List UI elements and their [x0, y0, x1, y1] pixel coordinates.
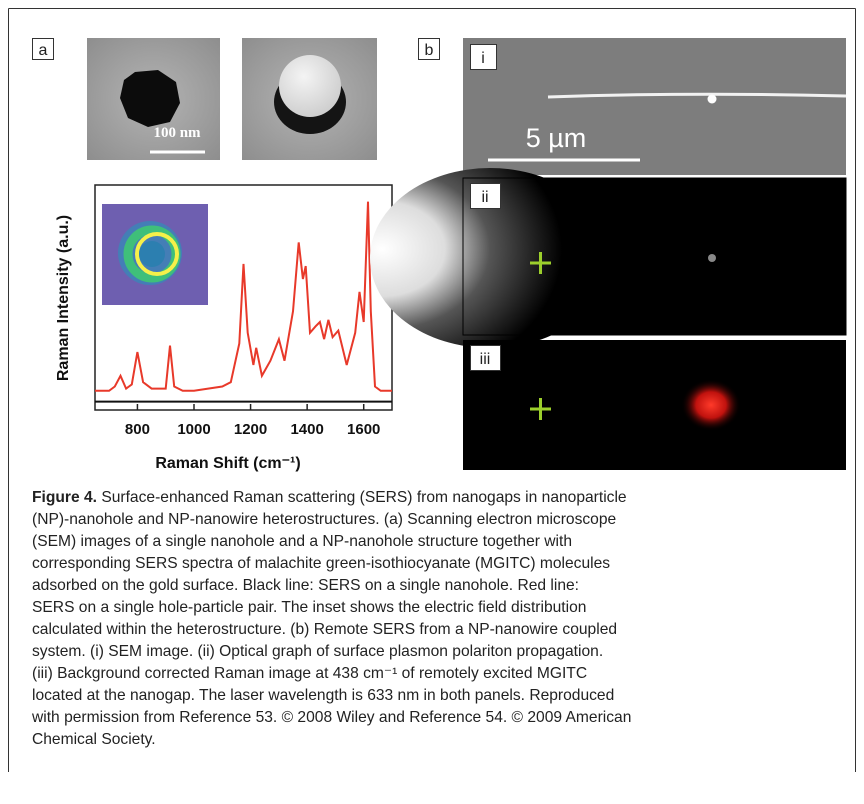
panel-label: a	[39, 42, 48, 59]
caption-text: system. (i) SEM image. (ii) Optical grap…	[32, 643, 603, 660]
x-tick-label: 800	[125, 421, 150, 438]
sub-panel-label: ii	[481, 189, 488, 206]
spectrum-line	[95, 201, 392, 392]
caption-line: (NP)-nanohole and NP-nanowire heterostru…	[32, 511, 616, 528]
raman-image: iii	[463, 340, 846, 470]
caption-line: with permission from Reference 53. © 200…	[31, 709, 631, 726]
caption-line: located at the nanogap. The laser wavele…	[32, 687, 614, 704]
sub-panel-label: i	[481, 50, 485, 67]
caption-line: Figure 4. Surface-enhanced Raman scatter…	[32, 489, 627, 506]
x-tick-label: 1400	[290, 421, 323, 438]
caption-line: adsorbed on the gold surface. Black line…	[32, 577, 579, 594]
caption: Figure 4. Surface-enhanced Raman scatter…	[31, 489, 631, 748]
caption-line: SERS on a single hole-particle pair. The…	[32, 599, 586, 616]
caption-text: corresponding SERS spectra of malachite …	[32, 555, 610, 572]
sem-nanohole: 100 nm	[87, 38, 220, 160]
caption-text: SERS on a single hole-particle pair. The…	[32, 599, 586, 616]
caption-text: Chemical Society.	[32, 731, 156, 748]
caption-text: with permission from Reference 53. © 200…	[31, 709, 631, 726]
scale-bar-label: 5 µm	[526, 123, 587, 153]
panel-label: b	[425, 42, 434, 59]
caption-line: (SEM) images of a single nanohole and a …	[32, 533, 572, 550]
caption-label: Figure 4.	[32, 489, 97, 506]
caption-line: calculated within the heterostructure. (…	[32, 621, 617, 638]
x-axis-label: Raman Shift (cm⁻¹)	[155, 455, 300, 472]
panel-label-box	[32, 38, 54, 60]
caption-text: calculated within the heterostructure. (…	[32, 621, 617, 638]
x-tick-label: 1600	[347, 421, 380, 438]
caption-text: located at the nanogap. The laser wavele…	[32, 687, 614, 704]
raman-chart: Raman Shift (cm⁻¹) Raman Intensity (a.u.…	[55, 184, 393, 472]
caption-text: (NP)-nanohole and NP-nanowire heterostru…	[32, 511, 616, 528]
sub-panel-label: iii	[480, 351, 491, 368]
field-inset	[102, 204, 208, 305]
x-tick-label: 1200	[234, 421, 267, 438]
caption-line: Chemical Society.	[32, 731, 156, 748]
caption-text: adsorbed on the gold surface. Black line…	[32, 577, 579, 594]
sem-nanowire: 5 µm i	[463, 38, 847, 175]
panel-label-box	[418, 38, 440, 60]
scale-bar-label: 100 nm	[153, 125, 201, 141]
caption-text: Surface-enhanced Raman scattering (SERS)…	[97, 489, 627, 506]
x-tick-label: 1000	[177, 421, 210, 438]
optical-spp: ii	[370, 168, 847, 348]
caption-text: (SEM) images of a single nanohole and a …	[32, 533, 572, 550]
caption-text: (iii) Background corrected Raman image a…	[32, 665, 587, 682]
y-axis-label: Raman Intensity (a.u.)	[55, 215, 72, 381]
frame	[8, 8, 856, 772]
caption-line: (iii) Background corrected Raman image a…	[32, 665, 587, 682]
caption-line: system. (i) SEM image. (ii) Optical grap…	[32, 643, 603, 660]
caption-line: corresponding SERS spectra of malachite …	[32, 555, 610, 572]
sem-np-nanohole	[242, 38, 377, 160]
